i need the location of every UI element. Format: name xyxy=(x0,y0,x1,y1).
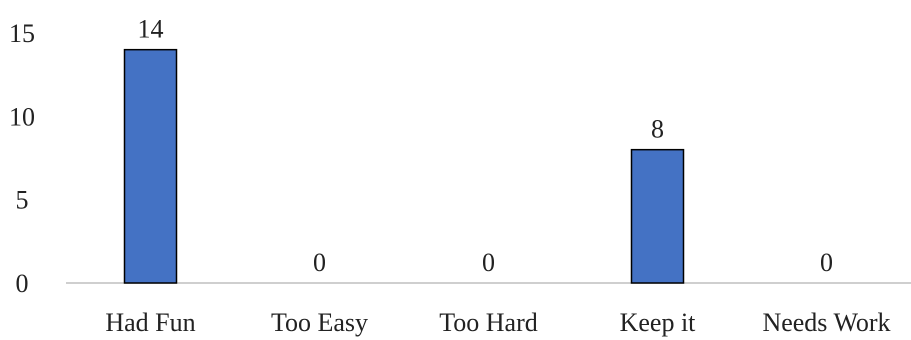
data-label: 14 xyxy=(138,15,164,44)
data-label: 8 xyxy=(651,115,664,144)
y-axis-ticks: 0 5 10 15 xyxy=(9,19,35,298)
category-label: Keep it xyxy=(620,308,697,337)
y-tick-label: 5 xyxy=(16,186,29,215)
category-label: Too Hard xyxy=(439,308,538,337)
category-label: Had Fun xyxy=(105,308,195,337)
y-tick-label: 15 xyxy=(9,19,35,48)
y-tick-label: 10 xyxy=(9,102,35,131)
data-label: 0 xyxy=(820,248,833,277)
bar-keep-it xyxy=(630,148,685,284)
bar-had-fun xyxy=(123,48,178,284)
category-label: Too Easy xyxy=(271,308,368,337)
category-labels-group: Had Fun Too Easy Too Hard Keep it Needs Work xyxy=(105,308,890,337)
data-label: 0 xyxy=(313,248,326,277)
category-label: Needs Work xyxy=(762,308,890,337)
bars-group xyxy=(123,48,685,284)
data-label: 0 xyxy=(482,248,495,277)
y-tick-label: 0 xyxy=(16,269,29,298)
data-labels-group: 14 0 0 8 0 xyxy=(138,15,834,277)
